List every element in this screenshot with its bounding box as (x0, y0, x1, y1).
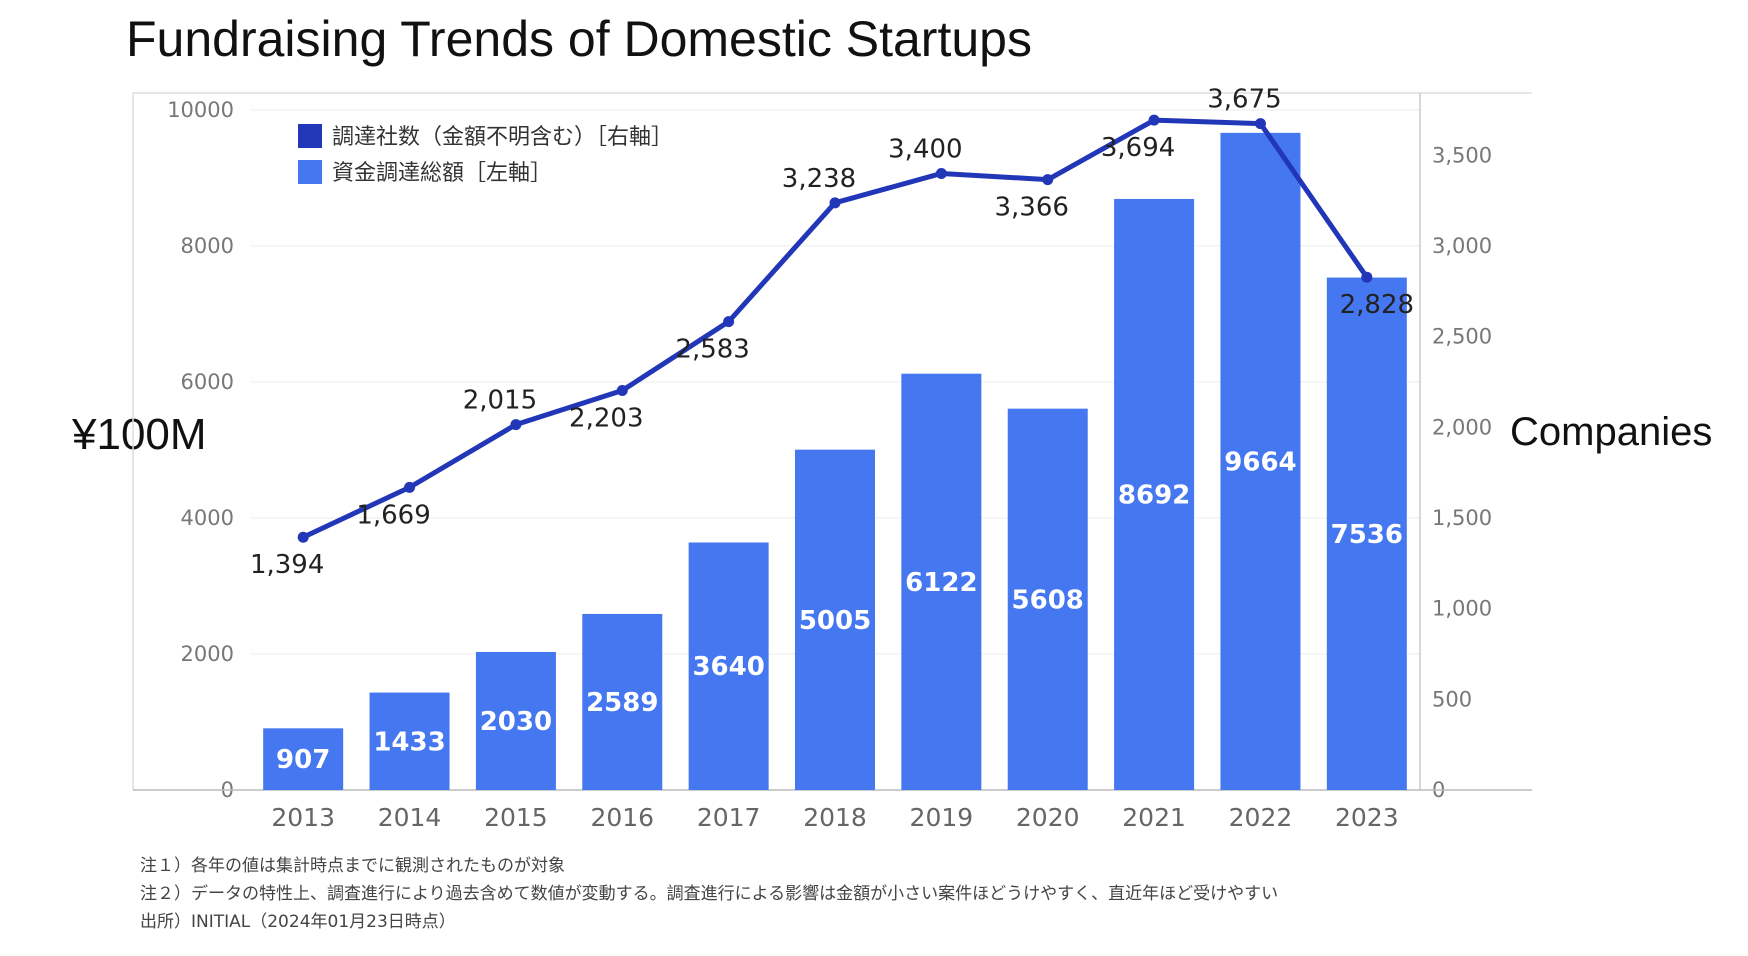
line-value-label: 2,015 (463, 386, 537, 416)
line-point-2015 (510, 419, 522, 431)
bar-2019 (901, 373, 982, 790)
left-axis-unit-label: ¥100M (72, 410, 207, 459)
bar-value-label: 3640 (692, 652, 764, 682)
right-axis-tick-label: 1,000 (1432, 597, 1492, 621)
legend-swatch-amount (298, 160, 322, 184)
right-axis-tick-label: 2,500 (1432, 325, 1492, 349)
bar-2020 (1007, 408, 1088, 790)
chart-title: Fundraising Trends of Domestic Startups (126, 11, 1032, 67)
line-point-2022 (1254, 118, 1266, 130)
line-value-label: 3,400 (888, 134, 962, 164)
left-axis-tick-label: 6000 (181, 370, 234, 394)
x-axis-tick-label: 2016 (590, 803, 654, 832)
x-axis-tick-label: 2019 (910, 803, 974, 832)
bar-2014 (369, 692, 450, 790)
line-value-label: 2,828 (1340, 290, 1414, 320)
bar-value-label: 9664 (1224, 447, 1296, 477)
bar-value-label: 5608 (1012, 585, 1084, 615)
legend-label-companies: 調達社数（金額不明含む）［右軸］ (332, 125, 673, 150)
line-point-2021 (1148, 114, 1160, 126)
line-point-2018 (829, 197, 841, 209)
footnote-source: 出所）INITIAL（2024年01月23日時点） (140, 912, 456, 932)
left-axis-tick-label: 4000 (181, 506, 234, 530)
line-value-label: 3,366 (995, 193, 1069, 223)
x-axis-tick-label: 2023 (1335, 803, 1399, 832)
right-axis-tick-label: 1,500 (1432, 506, 1492, 530)
bar-2015 (475, 651, 556, 790)
x-axis-tick-label: 2021 (1122, 803, 1186, 832)
bar-2017 (688, 542, 769, 790)
bar-value-label: 5005 (799, 606, 871, 636)
line-point-2023 (1361, 271, 1373, 283)
bar-value-label: 7536 (1331, 520, 1403, 550)
bar-2021 (1114, 198, 1195, 791)
line-value-label: 3,675 (1207, 85, 1281, 115)
bar-2013 (263, 728, 344, 790)
line-value-label: 2,203 (569, 404, 643, 434)
line-point-2019 (935, 167, 947, 179)
line-point-2014 (404, 481, 416, 493)
right-axis-tick-label: 500 (1432, 687, 1472, 711)
bar-value-label: 2030 (480, 707, 552, 737)
bar-2018 (795, 449, 875, 790)
combo-chart: 020004000600080001000005001,0001,5002,00… (132, 85, 1532, 832)
line-value-label: 3,238 (782, 164, 856, 194)
bar-2023 (1326, 277, 1407, 790)
bar-value-label: 907 (276, 745, 330, 775)
x-axis-tick-label: 2018 (803, 803, 867, 832)
x-axis-tick-label: 2014 (378, 803, 442, 832)
left-axis-tick-label: 2000 (181, 642, 234, 666)
bar-value-label: 6122 (905, 568, 977, 598)
line-point-2020 (1042, 174, 1054, 186)
right-axis-tick-label: 3,500 (1432, 143, 1492, 167)
x-axis-tick-label: 2015 (484, 803, 548, 832)
line-point-2017 (723, 316, 735, 328)
line-value-label: 1,394 (250, 550, 324, 580)
line-value-label: 1,669 (356, 500, 430, 530)
bar-value-label: 1433 (373, 727, 445, 757)
right-axis-tick-label: 2,000 (1432, 415, 1492, 439)
footnotes: 注１）各年の値は集計時点までに観測されたものが対象 注２）データの特性上、調査進… (140, 852, 1278, 936)
line-point-2013 (297, 531, 309, 543)
x-axis-tick-label: 2017 (697, 803, 761, 832)
x-axis-tick-label: 2013 (271, 803, 335, 832)
line-value-label: 3,694 (1101, 133, 1175, 163)
bar-value-label: 2589 (586, 688, 658, 718)
line-point-2016 (616, 385, 628, 397)
legend-label-amount: 資金調達総額［左軸］ (332, 161, 552, 186)
line-value-label: 2,583 (675, 335, 749, 365)
x-axis-tick-label: 2022 (1229, 803, 1293, 832)
bar-2016 (582, 613, 663, 790)
x-axis-tick-label: 2020 (1016, 803, 1080, 832)
footnote-2: 注２）データの特性上、調査進行により過去含めて数値が変動する。調査進行による影響… (140, 884, 1279, 904)
footnote-1: 注１）各年の値は集計時点までに観測されたものが対象 (140, 856, 565, 876)
right-axis-unit-label: Companies (1510, 410, 1713, 454)
left-axis-tick-label: 8000 (181, 234, 234, 258)
bar-value-label: 8692 (1118, 480, 1190, 510)
left-axis-tick-label: 10000 (167, 98, 234, 122)
legend-swatch-companies (298, 124, 322, 148)
bar-2022 (1220, 132, 1301, 790)
right-axis-tick-label: 3,000 (1432, 234, 1492, 258)
